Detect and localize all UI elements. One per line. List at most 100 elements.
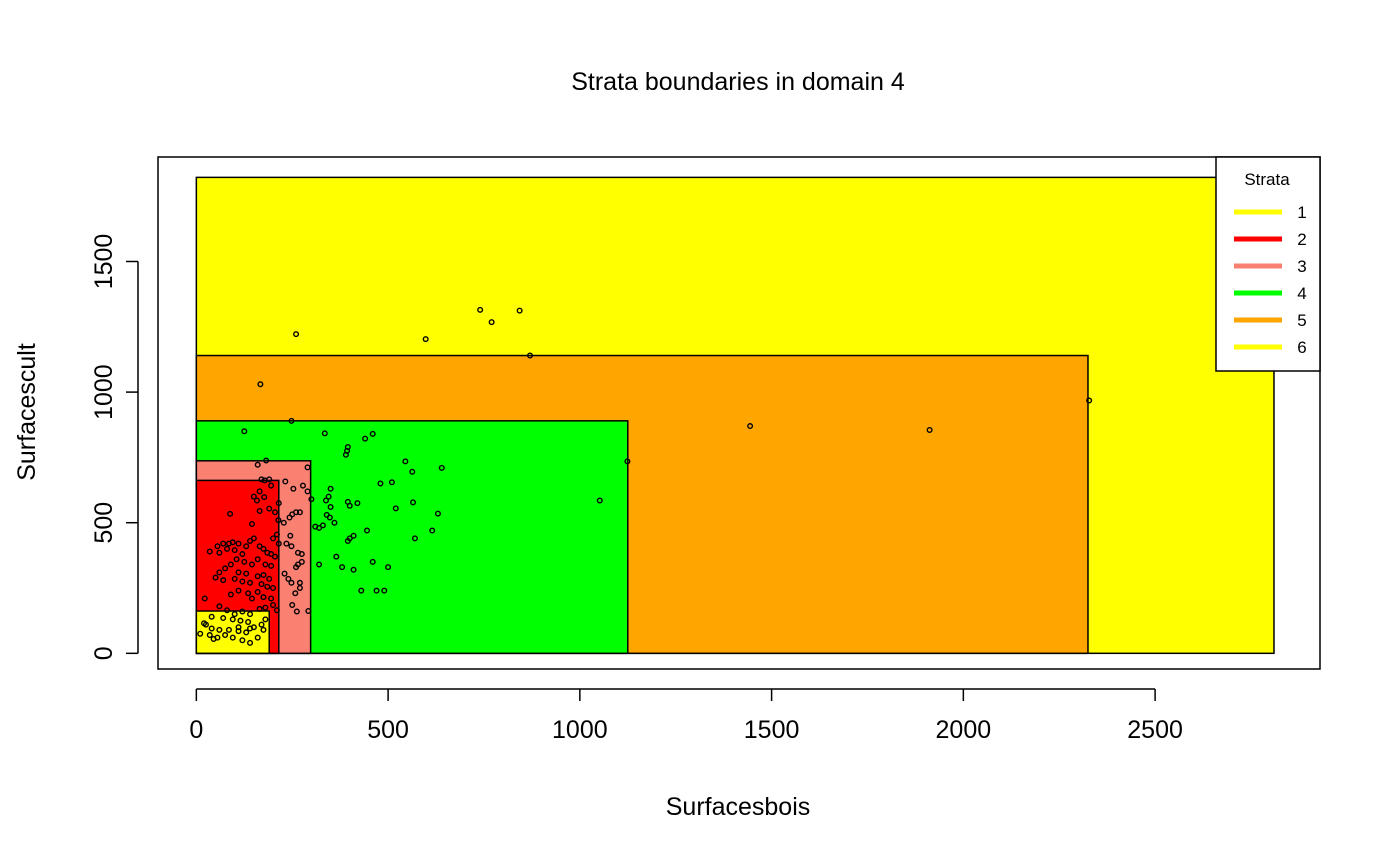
data-point [258,621,265,628]
data-point [220,577,227,584]
data-point [235,628,242,635]
data-point [227,561,234,568]
data-point [248,561,255,568]
data-point [325,493,332,500]
data-point [243,629,250,636]
data-point [222,565,229,572]
x-tick-label: 1500 [744,716,800,744]
data-point [288,417,295,424]
y-axis-label: Surfacescult [13,343,41,481]
data-point [281,570,288,577]
y-tick-label: 500 [90,502,118,544]
data-point [245,618,252,625]
legend-title: Strata [1244,170,1290,189]
data-point [263,457,270,464]
data-point [339,564,346,571]
data-point [373,587,380,594]
data-point [282,478,289,485]
data-point [233,556,240,563]
data-point [237,617,244,624]
data-point [206,548,213,555]
legend-label-1: 1 [1297,203,1306,222]
data-point [270,535,277,542]
data-point [293,331,300,338]
data-point [747,423,754,430]
data-point [262,561,269,568]
data-point [220,615,227,622]
data-point [273,607,280,614]
chart-title: Strata boundaries in domain 4 [571,68,905,96]
legend-label-2: 2 [1297,230,1306,249]
data-point [239,608,246,615]
data-point [298,558,305,565]
data-point [208,613,215,620]
x-axis: 0 500 1000 1500 2000 2500 [189,688,1183,744]
data-point [201,595,208,602]
data-point [266,575,273,582]
data-point [262,616,269,623]
data-point [354,500,361,507]
data-point [290,485,297,492]
data-point [224,545,231,552]
data-point [369,430,376,437]
data-point [409,468,416,475]
data-point [239,637,246,644]
data-point [402,458,409,465]
data-point [216,626,223,633]
data-point [350,566,357,573]
legend: Strata 1 2 3 4 5 6 [1215,156,1321,372]
data-point [287,532,294,539]
data-point [258,581,265,588]
x-axis-label: Surfacesbois [666,793,811,821]
y-axis: 0 500 1000 1500 [90,234,139,660]
data-point [321,430,328,437]
data-point [224,607,231,614]
data-point [197,630,204,637]
data-point [358,587,365,594]
data-point [268,595,275,602]
data-point [526,352,533,359]
data-point [346,502,353,509]
data-point [362,435,369,442]
data-point [385,564,392,571]
data-point [275,517,282,524]
data-point [229,539,236,546]
data-point [256,507,263,514]
data-point [275,500,282,507]
data-point [256,488,263,495]
data-point [305,608,312,615]
data-point [392,505,399,512]
data-point [422,336,429,343]
data-point [327,485,334,492]
legend-label-4: 4 [1297,284,1306,303]
data-point [411,535,418,542]
data-point [247,639,254,646]
data-point [208,625,215,632]
data-point [293,608,300,615]
data-point [250,493,257,500]
data-point [260,545,267,552]
data-point [289,602,296,609]
data-point [216,569,223,576]
legend-label-3: 3 [1297,257,1306,276]
data-point [434,510,441,517]
x-tick-label: 0 [189,716,203,744]
data-point [304,488,311,495]
data-point [288,543,295,550]
data-point [227,591,234,598]
data-point [293,564,300,571]
data-point [214,543,221,550]
data-point [260,571,267,578]
data-point [312,523,319,530]
data-point [206,632,213,639]
data-point [275,540,282,547]
data-point [292,590,299,597]
data-point [253,497,260,504]
data-point [350,532,357,539]
data-point [245,590,252,597]
data-point [270,602,277,609]
data-point [225,626,232,633]
data-point [326,514,333,521]
data-point [296,509,303,516]
x-tick-label: 500 [367,716,409,744]
